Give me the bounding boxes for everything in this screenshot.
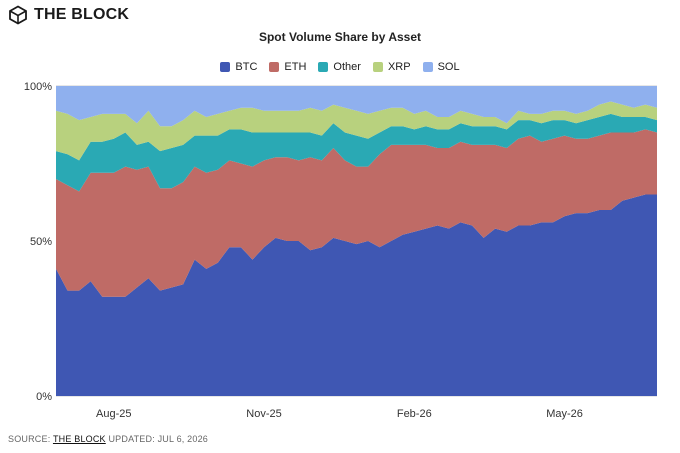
chart-plot: 100% 50% 0% Aug-25 Nov-25 Feb-26 May-26 [24,81,657,420]
footer: SOURCE: THE BLOCK UPDATED: JUL 6, 2026 [8,434,208,444]
source-label: SOURCE: [8,434,51,444]
legend-label-other: Other [333,61,361,73]
brand-name: THE BLOCK [34,6,130,23]
area-sol [56,86,657,127]
x-tick-label: May-26 [546,408,583,420]
updated-text: UPDATED: JUL 6, 2026 [108,434,209,444]
y-tick-label: 100% [24,81,52,93]
legend-item-xrp[interactable]: XRP [372,61,411,73]
cube-logo-icon [9,5,27,25]
axis-labels: 100% 50% 0% Aug-25 Nov-25 Feb-26 May-26 [24,81,583,420]
x-tick-label: Aug-25 [96,408,131,420]
legend-swatch-xrp [372,62,383,72]
legend-label-sol: SOL [437,61,460,73]
legend-swatch-sol [422,62,433,72]
legend-item-eth[interactable]: ETH [269,61,306,73]
area-series [56,86,657,396]
legend-swatch-btc [220,62,231,72]
legend-label-eth: ETH [284,61,307,73]
chart-legend: BTC ETH Other XRP SOL [0,61,680,73]
area-eth [56,129,657,297]
area-btc [56,194,657,396]
area-xrp [56,101,657,161]
legend-swatch-other [318,62,329,72]
source-link[interactable]: THE BLOCK [52,434,106,444]
legend-item-sol[interactable]: SOL [422,61,460,73]
chart-title: Spot Volume Share by Asset [258,30,422,44]
legend-item-btc[interactable]: BTC [220,61,257,73]
legend-swatch-eth [269,62,280,72]
y-tick-label: 0% [36,391,52,403]
area-other [56,113,657,192]
legend-label-btc: BTC [235,61,258,73]
brand-logo: THE BLOCK [8,5,129,25]
legend-item-other[interactable]: Other [318,61,361,73]
legend-label-xrp: XRP [387,61,411,73]
y-tick-label: 50% [30,236,52,248]
x-tick-label: Nov-25 [246,408,281,420]
x-tick-label: Feb-26 [397,408,432,420]
